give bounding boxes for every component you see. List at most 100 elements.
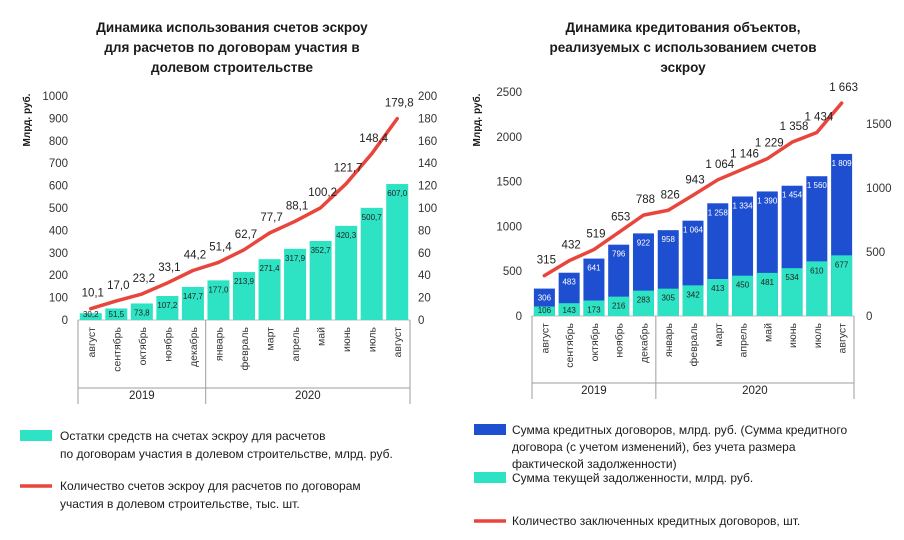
chart1-left-tick: 600 — [49, 181, 68, 193]
chart2-line-label: 432 — [562, 240, 581, 252]
chart2-title-line: Динамика кредитования объектов, — [566, 20, 801, 35]
chart2-title-line: реализуемых с использованием счетов — [549, 40, 816, 55]
chart1-legend-bar-swatch — [20, 430, 52, 441]
chart1-line-point — [216, 260, 220, 264]
chart2-line-label: 1 663 — [829, 82, 858, 94]
chart1-category-label: март — [265, 327, 277, 351]
chart2-left-tick: 0 — [516, 311, 522, 323]
chart2-line-point — [840, 101, 844, 105]
chart1-line-label: 179,8 — [385, 98, 414, 110]
chart1-bar-label: 30,2 — [83, 310, 99, 319]
chart1-bar-label: 317,9 — [285, 254, 306, 263]
chart1-line-label: 33,1 — [158, 262, 180, 274]
chart2-line-label: 653 — [611, 211, 630, 223]
chart2-line-point — [716, 178, 720, 182]
chart1-category-label: январь — [213, 326, 225, 361]
chart2-category-label: август — [539, 323, 551, 354]
chart2-debt-bar-label: 106 — [538, 306, 552, 315]
chart1-line-point — [191, 268, 195, 272]
chart1-left-tick: 800 — [49, 136, 68, 148]
chart2-line-label: 826 — [661, 189, 680, 201]
chart2-total-bar-label: 958 — [662, 235, 676, 244]
chart2-line-label: 1 229 — [755, 138, 784, 150]
chart2-legend-debt-text: Сумма текущей задолженности, млрд. руб. — [512, 471, 753, 485]
chart1-bar-label: 177,0 — [208, 285, 229, 294]
chart1-line-point — [344, 182, 348, 186]
chart1-line-label: 10,1 — [82, 288, 104, 300]
chart1-right-tick: 200 — [418, 91, 437, 103]
chart2-category-label: июль — [812, 322, 824, 348]
chart2-category-label: ноябрь — [614, 322, 626, 357]
chart1-line-point — [140, 292, 144, 296]
chart1-category-label: июнь — [341, 326, 353, 352]
chart1-bar-label: 607,0 — [387, 189, 408, 198]
chart2-left-tick: 1000 — [496, 221, 522, 233]
chart1-category-label: сентябрь — [111, 326, 123, 371]
chart1-line-point — [319, 206, 323, 210]
chart2-right-tick: 1000 — [866, 183, 892, 195]
chart1-left-tick: 400 — [49, 225, 68, 237]
chart1-line-point — [114, 299, 118, 303]
chart2-debt-bar-label: 143 — [562, 306, 576, 315]
chart2-line-point — [815, 130, 819, 134]
chart2-debt-bar — [707, 278, 729, 316]
chart2-debt-bar — [558, 303, 580, 316]
chart2-y-axis-label: Млрд. руб. — [471, 93, 483, 146]
chart1-left-tick: 300 — [49, 248, 68, 260]
chart2-total-bar-label: 796 — [612, 250, 626, 259]
chart2-debt-bar — [608, 296, 630, 316]
chart1-category-label: август — [86, 327, 98, 358]
chart1-right-tick: 140 — [418, 158, 437, 170]
chart2-year-label: 2019 — [581, 385, 607, 397]
chart2-debt-bar-label: 173 — [587, 305, 601, 314]
chart2-line-point — [765, 157, 769, 161]
chart2-line-label: 943 — [685, 174, 704, 186]
chart1-left-tick: 1000 — [42, 91, 68, 103]
chart2-line-label: 1 358 — [780, 121, 809, 133]
chart2-total-bar-label: 1 560 — [807, 181, 828, 190]
chart2-debt-bar — [533, 306, 555, 316]
chart1-title-line: для расчетов по договорам участия в — [104, 40, 359, 55]
chart1-bar — [79, 313, 102, 320]
chart2-debt-bar — [831, 255, 853, 316]
chart2-line-point — [790, 140, 794, 144]
chart1-line-point — [268, 231, 272, 235]
chart1-left-tick: 900 — [49, 113, 68, 125]
chart1-year-label: 2020 — [295, 390, 321, 402]
chart1-left-tick: 200 — [49, 270, 68, 282]
chart2-line-label: 1 064 — [705, 159, 734, 171]
chart2-debt-bar — [583, 300, 605, 316]
chart1-right-tick: 100 — [418, 203, 437, 215]
chart2-category-label: сентябрь — [564, 322, 576, 367]
chart1-bar-label: 107,2 — [157, 301, 178, 310]
chart1-category-label: апрель — [290, 326, 302, 361]
chart1-bar-label: 51,5 — [109, 310, 125, 319]
chart1-bar — [309, 240, 332, 320]
chart1-y-axis-label: Млрд. руб. — [21, 93, 33, 146]
chart1-line-label: 44,2 — [184, 249, 206, 261]
chart1-line-point — [89, 307, 93, 311]
chart2-debt-bar — [657, 288, 679, 316]
chart1-line-label: 121,7 — [334, 163, 363, 175]
chart2-line-label: 1 434 — [804, 111, 833, 123]
chart1-left-tick: 500 — [49, 203, 68, 215]
chart2-category-label: декабрь — [638, 322, 650, 362]
chart2-total-bar-label: 641 — [587, 264, 601, 273]
chart2-debt-bar-label: 305 — [662, 294, 676, 303]
chart2-line-label: 315 — [537, 255, 556, 267]
chart1-category-label: февраль — [239, 326, 251, 370]
chart1-bar — [181, 286, 204, 320]
chart1-line-point — [370, 152, 374, 156]
chart2-debt-bar — [806, 261, 828, 316]
chart2-year-label: 2020 — [742, 385, 768, 397]
chart1-bar — [156, 295, 179, 320]
chart1-bar — [284, 248, 307, 320]
chart1-category-label: ноябрь — [162, 326, 174, 361]
chart2-total-bar-label: 1 258 — [708, 208, 729, 217]
chart2-debt-bar-label: 450 — [736, 281, 750, 290]
chart2-total-bar-label: 922 — [637, 238, 651, 247]
chart2-category-label: апрель — [738, 322, 750, 357]
chart2-legend-total-swatch — [474, 424, 506, 435]
chart1-legend-bar-text: Остатки средств на счетах эскроу для рас… — [60, 429, 325, 443]
